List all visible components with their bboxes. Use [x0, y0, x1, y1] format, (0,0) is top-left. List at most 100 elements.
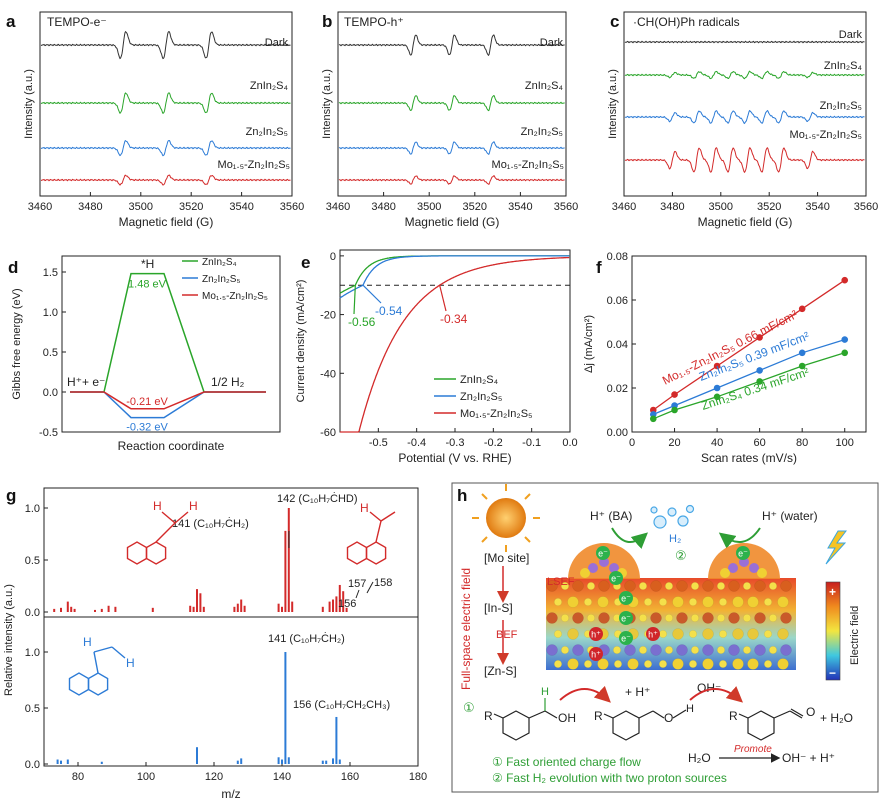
data-point-green: [841, 349, 849, 357]
lattice-atom: [659, 660, 668, 669]
lattice-atom: [732, 658, 744, 670]
top-spectrum-peak: [236, 603, 239, 612]
reaction-o3: O: [806, 705, 815, 719]
molecule-1-atom: H: [153, 499, 162, 513]
hole-marker: [589, 647, 603, 661]
top-spectrum-peak: [94, 609, 96, 612]
fit-line-blue: [653, 338, 845, 416]
data-point-red: [756, 334, 763, 341]
series-line-black: [624, 40, 865, 44]
lattice-atom: [650, 580, 662, 592]
series-label: Mo₁.₅-Zn₂In₂S₅: [492, 159, 564, 171]
chart-title: TEMPO-h⁺: [344, 15, 404, 29]
y-tick-label: 1.0: [25, 647, 40, 659]
top-spectrum-peak: [53, 608, 56, 612]
lattice-atom: [702, 628, 714, 640]
top-spectrum-peak: [196, 589, 198, 612]
bottom-spectrum-peak: [66, 759, 69, 764]
x-axis-label: Scan rates (mV/s): [701, 451, 797, 465]
data-point-red: [671, 391, 678, 398]
dome-atom: [757, 568, 767, 578]
lattice-atom: [691, 582, 700, 591]
legend-label: Zn₂In₂S₅: [460, 391, 502, 403]
x-tick-label: 180: [409, 771, 427, 783]
axes-frame: [623, 11, 867, 197]
lattice-atom: [554, 630, 563, 639]
series-line-green: [338, 94, 565, 112]
axes-frame: [43, 487, 419, 767]
series-line-blue: [624, 109, 865, 125]
lattice-atom: [572, 612, 584, 624]
hole-label: h⁺: [591, 630, 601, 640]
panel-letter-h: h: [457, 486, 468, 505]
y-tick-label: 0.06: [607, 295, 628, 307]
molecule-1-bond: [174, 511, 189, 524]
x-tick-label: 100: [137, 771, 155, 783]
y-tick-label: -0.5: [39, 427, 58, 439]
y-tick-label: 0.0: [25, 759, 40, 771]
hole-label: h⁺: [648, 630, 658, 640]
x-axis-label: Magnetic field (G): [405, 215, 500, 229]
panel-letter-g: g: [6, 486, 17, 505]
data-point-green: [713, 393, 721, 401]
panel-f-capacitance: 0 20 40 60 80 100 0.00 0.02 0.04 0.06 0.08 Δj (mA/c…: [583, 251, 867, 465]
bottom-spectrum-peak: [325, 760, 328, 764]
lattice-atom: [743, 614, 752, 623]
x-axis-label: Reaction coordinate: [118, 439, 225, 453]
y-axis-label: Intensity (a.u.): [23, 69, 35, 139]
lattice-atom: [719, 660, 728, 669]
legend-label: Mo₁.₅-Zn₂In₂S₅: [460, 408, 532, 420]
x-axis-label: Potential (V vs. RHE): [398, 451, 511, 465]
x-tick-label: 3560: [280, 201, 304, 213]
lattice-atom: [689, 598, 698, 607]
data-point-blue: [756, 367, 763, 374]
electron-label: e⁻: [611, 574, 621, 584]
top-spectrum-peak: [281, 606, 283, 612]
axes-frame: [337, 11, 567, 197]
x-tick-label: 3560: [554, 201, 578, 213]
series-line-red: [40, 174, 291, 186]
y-tick-label: -40: [320, 368, 336, 380]
series-line-blue: [338, 141, 565, 155]
lattice-atom: [747, 658, 759, 670]
lattice-atom: [769, 614, 778, 623]
onset-label-green: -0.56: [348, 315, 376, 329]
molecule-1-bond: [161, 511, 176, 524]
panel-letter-f: f: [596, 258, 602, 277]
molecule-2-ring: [365, 541, 387, 565]
top-spectrum-peak: [345, 607, 348, 612]
lattice-atom: [561, 582, 570, 591]
lattice-atom: [639, 646, 648, 655]
bottom-spectrum-peak: [240, 758, 243, 764]
lattice-atom: [665, 582, 674, 591]
top-spectrum-peak: [70, 606, 73, 612]
lattice-atom: [572, 580, 584, 592]
panel-letter-a: a: [6, 12, 16, 31]
electron-label: e⁻: [621, 614, 631, 624]
energy-label-green: 1.48 eV: [128, 279, 167, 291]
panel-d-gibbs-energy: -0.5 0.0 0.5 1.0 1.5 Gibbs free energy (eV) Re…: [11, 255, 281, 453]
reaction-r2: R: [594, 709, 603, 723]
x-tick-label: 3500: [709, 201, 733, 213]
lattice-atom: [624, 580, 636, 592]
lattice-atom: [780, 644, 792, 656]
top-spectrum-peak: [60, 607, 62, 612]
sun-icon: [472, 484, 540, 552]
lattice-atom: [546, 580, 558, 592]
molecule-3-bond: [111, 646, 126, 659]
lattice-atom: [769, 582, 778, 591]
axes-frame: [61, 255, 281, 433]
lattice-atom: [780, 580, 792, 592]
x-tick-label: 3460: [28, 201, 52, 213]
lattice-atom: [614, 660, 623, 669]
x-tick-label: 3520: [463, 201, 487, 213]
lattice-atom: [665, 614, 674, 623]
series-label: Dark: [265, 37, 289, 49]
lattice-atom: [676, 580, 688, 592]
x-tick-label: 3460: [326, 201, 350, 213]
lattice-atom: [546, 612, 558, 624]
panel-b-epr-tempo-h: 3460 3480 3500 3520 3540 3560 Magnetic field (…: [321, 11, 578, 229]
lattice-atom: [728, 644, 740, 656]
peak-pointer: [366, 581, 374, 594]
top-spectrum-peak: [202, 606, 205, 612]
